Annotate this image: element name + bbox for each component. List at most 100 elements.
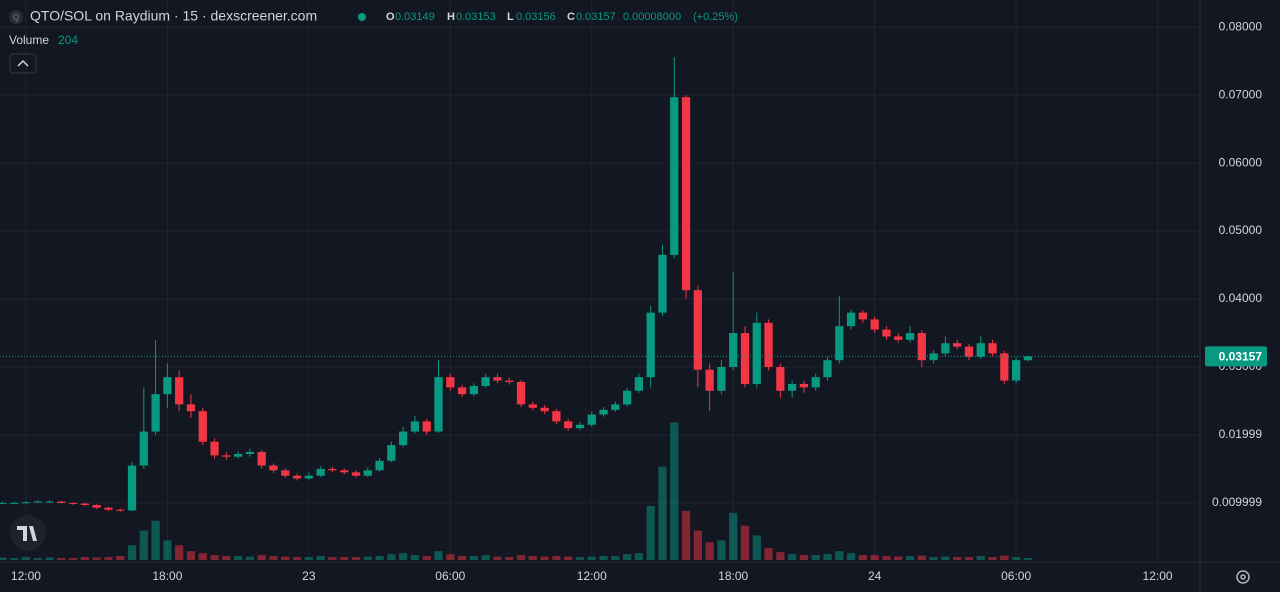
candle-body xyxy=(552,411,561,422)
x-tick-label: 18:00 xyxy=(152,569,182,583)
candle-body xyxy=(788,383,797,391)
volume-bar xyxy=(882,556,891,560)
candle-body xyxy=(764,322,773,367)
ohlc-key: C xyxy=(567,11,575,23)
volume-bar xyxy=(776,552,785,560)
volume-bar xyxy=(1011,557,1021,560)
candle-body xyxy=(729,333,738,367)
x-tick-label: 12:00 xyxy=(1143,569,1173,583)
y-tick-label: 0.06000 xyxy=(1219,155,1263,169)
candle-body xyxy=(163,377,172,395)
volume-bar xyxy=(705,542,714,560)
candle-body xyxy=(681,97,691,291)
candle-body xyxy=(964,346,974,357)
volume-bar xyxy=(446,554,455,560)
candle-body xyxy=(846,312,856,327)
volume-bar xyxy=(116,556,125,560)
volume-bar xyxy=(622,554,632,560)
x-tick-label: 12:00 xyxy=(577,569,607,583)
volume-bar xyxy=(493,556,502,560)
candle-body xyxy=(457,387,467,395)
ohlc-value: 0.03156 xyxy=(516,11,556,23)
candle-body xyxy=(245,451,255,454)
candle-layer xyxy=(0,57,1033,512)
x-tick-label: 24 xyxy=(868,569,882,583)
candle-body xyxy=(611,404,620,410)
last-price-box xyxy=(1205,346,1267,367)
candle-body xyxy=(658,254,667,313)
volume-bar xyxy=(316,556,325,560)
volume-bar xyxy=(693,530,702,560)
candle-body xyxy=(599,409,608,415)
volume-bar xyxy=(175,545,184,560)
volume-bar xyxy=(681,510,691,560)
logo-dot xyxy=(9,10,23,24)
candle-body xyxy=(410,421,420,432)
y-tick-label: 0.07000 xyxy=(1219,87,1263,101)
volume-bar xyxy=(304,557,313,560)
volume-bar xyxy=(292,557,302,560)
x-tick-label: 06:00 xyxy=(1001,569,1031,583)
candle-body xyxy=(870,319,879,330)
candle-body xyxy=(469,386,478,395)
volume-bar xyxy=(611,556,620,560)
candle-body xyxy=(57,501,66,503)
volume-bar xyxy=(281,556,290,560)
candle-body xyxy=(399,431,408,446)
candle-body xyxy=(269,465,278,471)
candle-body xyxy=(257,451,266,466)
volume-bar xyxy=(516,555,526,560)
volume-bar xyxy=(811,555,820,560)
candle-body xyxy=(233,453,243,457)
volume-bar xyxy=(198,553,207,560)
logo-letter: Q xyxy=(13,13,19,22)
volume-bar xyxy=(481,555,490,560)
volume-bar xyxy=(575,557,585,560)
axes: 0.080000.070000.060000.050000.040000.030… xyxy=(0,19,1267,583)
candle-body xyxy=(139,431,148,466)
ohlc-value: 0.03153 xyxy=(456,11,496,23)
volume-bar xyxy=(858,555,867,560)
candle-body xyxy=(634,377,644,391)
candle-body xyxy=(351,472,361,476)
candle-body xyxy=(835,326,844,361)
candle-body xyxy=(670,97,679,255)
candle-body xyxy=(434,377,443,432)
volume-bar xyxy=(540,556,549,560)
candle-body xyxy=(858,312,867,320)
volume-bar xyxy=(21,557,31,560)
candle-body xyxy=(1011,360,1021,381)
candle-body xyxy=(564,421,573,429)
candle-body xyxy=(505,380,514,382)
volume-bar xyxy=(0,557,7,560)
candle-body xyxy=(622,390,632,405)
volume-bar xyxy=(953,557,962,560)
volume-bar xyxy=(670,422,679,560)
volume-bar xyxy=(788,554,797,560)
volume-bar xyxy=(45,557,54,560)
candle-body xyxy=(575,424,585,429)
x-tick-label: 06:00 xyxy=(435,569,465,583)
candle-body xyxy=(811,377,820,388)
candle-body xyxy=(127,465,137,511)
candle-body xyxy=(363,470,372,476)
volume-bar xyxy=(835,551,844,560)
volume-bar xyxy=(210,555,219,560)
collapse-button[interactable] xyxy=(9,53,37,74)
candle-body xyxy=(493,377,502,381)
volume-bar xyxy=(917,555,926,560)
collapse-icon xyxy=(17,59,29,67)
candle-body xyxy=(186,404,196,412)
candle-body xyxy=(328,468,337,471)
candle-body xyxy=(375,460,384,471)
settings-icon[interactable] xyxy=(1236,570,1250,584)
volume-bar xyxy=(363,556,372,560)
volume-bar xyxy=(929,557,938,560)
volume-bar xyxy=(505,557,514,560)
volume-bar xyxy=(469,556,478,560)
volume-bar xyxy=(434,551,443,560)
ohlc-key: O xyxy=(386,11,395,23)
ohlc-value: 0.03149 xyxy=(395,11,435,23)
